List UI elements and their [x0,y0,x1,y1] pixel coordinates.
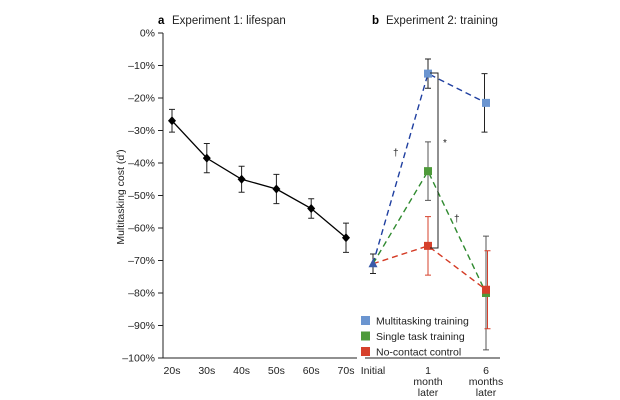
legend: Multitasking training Single task trainin… [361,316,469,359]
legend-label: Single task training [376,331,465,343]
legend-label: Multitasking training [376,316,469,328]
panel-b-letter: b [372,15,379,27]
legend-label: No-contact control [376,347,461,359]
dagger-annotation-1: † [393,148,399,159]
panel-a-letter: a [158,15,165,27]
series-line [171,120,347,239]
x-tick-label: 1 month later [413,365,442,399]
series-lifespan [168,108,350,253]
legend-swatch [361,347,370,356]
data-point [424,69,432,78]
x-tick-label: 50s [268,365,285,377]
data-point [272,184,281,194]
data-point [424,167,432,176]
y-tick-label: –70% [128,255,155,267]
y-tick-label: –80% [128,288,155,300]
data-point [368,258,378,268]
y-ticks: 0% –10% –20% –30% –40% –50% –60% –70% –80% –90% –1… [122,28,163,365]
y-tick-label: –30% [128,125,155,137]
x-ticks-b: Initial 1 month later 6 months later [361,365,503,399]
y-tick-label: –60% [128,223,155,235]
y-tick-label: –40% [128,158,155,170]
data-point [202,153,211,163]
data-point [307,204,316,213]
x-tick-label: 60s [303,365,320,377]
data-point [342,233,350,243]
panel-b: b Experiment 2: training Initial 1 month la… [361,15,503,399]
significance-bracket [430,72,439,249]
series-training [368,58,491,351]
legend-swatch [361,331,370,341]
x-tick-label: 20s [164,365,181,377]
significance-annotations: † * † [393,72,460,249]
data-point [424,241,432,250]
panel-b-title: Experiment 2: training [386,15,498,27]
x-tick-label: 30s [198,365,215,377]
series-line [372,72,487,264]
y-tick-label: –90% [128,320,155,332]
star-annotation: * [443,138,447,149]
data-point [482,98,490,107]
y-tick-label: –20% [128,93,155,105]
data-point [168,116,176,126]
series-line [372,245,487,291]
y-tick-label: –100% [122,353,155,365]
dagger-annotation-2: † [454,214,460,225]
data-point [482,285,490,294]
y-tick-label: –10% [128,60,155,72]
x-tick-label: 40s [233,365,250,377]
x-tick-label: 70s [338,365,355,377]
panel-a: a Experiment 1: lifespan Multitasking co… [115,15,357,377]
panel-a-title: Experiment 1: lifespan [172,15,286,27]
legend-swatch [361,316,370,325]
y-tick-label: 0% [140,28,155,40]
y-axis-label: Multitasking cost (d′) [115,149,127,244]
data-point [237,174,246,184]
x-tick-label: Initial [361,365,386,377]
series-line [372,169,487,294]
y-tick-label: –50% [128,190,155,202]
x-tick-label: 6 months later [469,365,503,399]
x-ticks-a: 20s 30s 40s 50s 60s 70s [164,365,355,377]
